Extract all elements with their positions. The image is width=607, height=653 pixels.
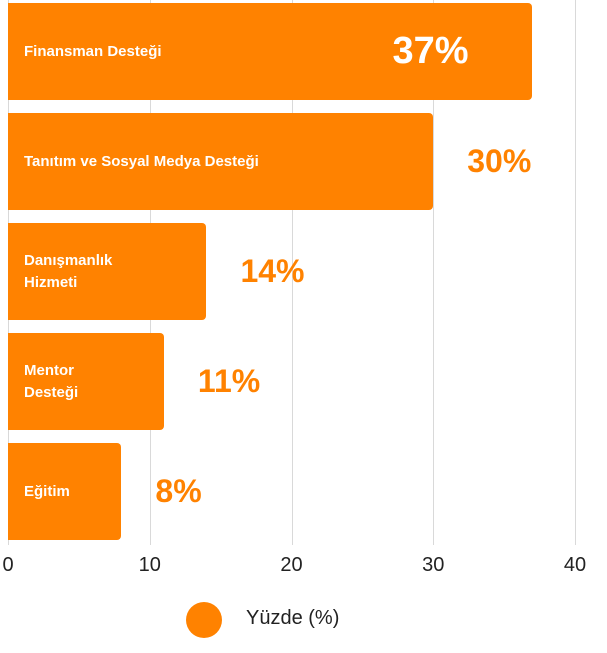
category-label: Mentor Desteği — [24, 361, 79, 401]
bar: Tanıtım ve Sosyal Medya Desteği — [8, 113, 434, 210]
value-label: 11% — [197, 363, 261, 399]
value-label: 8% — [155, 473, 202, 509]
value-label: 14% — [240, 253, 305, 289]
grid-line — [433, 0, 435, 545]
category-label: Finansman Desteği — [24, 42, 162, 60]
category-label: Tanıtım ve Sosyal Medya Desteği — [24, 152, 259, 170]
category-label: Danışmanlık Hizmeti — [24, 251, 113, 291]
legend-marker — [186, 602, 222, 638]
bar: Finansman Desteği — [8, 3, 533, 100]
x-tick-label: 30 — [422, 554, 445, 576]
x-tick-label: 20 — [280, 554, 303, 576]
legend-label: Yüzde (%) — [246, 607, 340, 629]
bar: Eğitim — [8, 443, 122, 540]
x-tick-label: 10 — [138, 554, 161, 576]
grid-line — [575, 0, 576, 545]
x-tick-label: 40 — [563, 554, 587, 576]
bar: Mentor Desteği — [8, 333, 164, 430]
grid-line — [291, 0, 293, 545]
value-label: 37% — [392, 30, 469, 72]
value-label: 30% — [467, 143, 532, 179]
category-label: Eğitim — [24, 482, 70, 500]
bar: Danışmanlık Hizmeti — [8, 223, 207, 320]
x-tick-label: 0 — [2, 554, 14, 576]
